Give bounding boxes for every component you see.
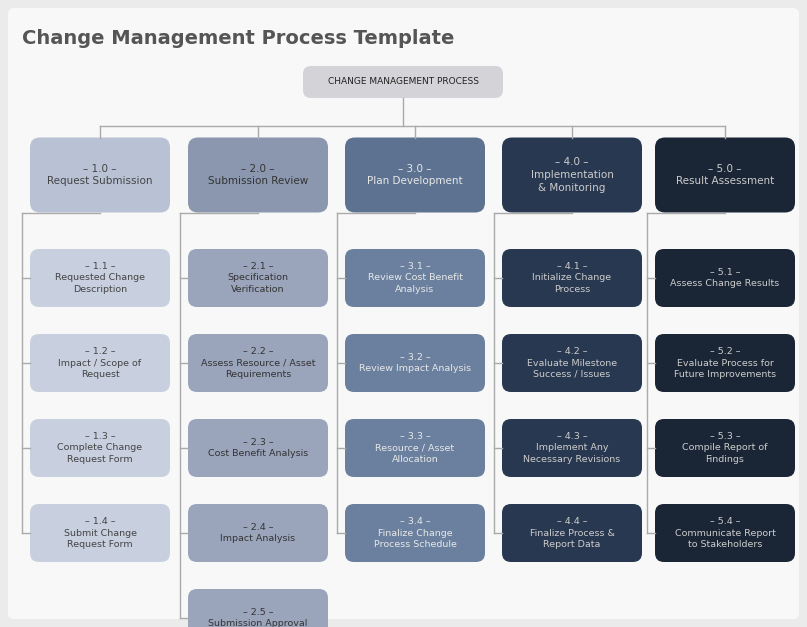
FancyBboxPatch shape (30, 137, 170, 213)
Text: – 3.1 –
Review Cost Benefit
Analysis: – 3.1 – Review Cost Benefit Analysis (367, 262, 462, 294)
FancyBboxPatch shape (502, 419, 642, 477)
FancyBboxPatch shape (502, 137, 642, 213)
FancyBboxPatch shape (188, 504, 328, 562)
Text: – 5.3 –
Compile Report of
Findings: – 5.3 – Compile Report of Findings (682, 432, 767, 464)
FancyBboxPatch shape (345, 334, 485, 392)
Text: – 4.3 –
Implement Any
Necessary Revisions: – 4.3 – Implement Any Necessary Revision… (524, 432, 621, 464)
Text: CHANGE MANAGEMENT PROCESS: CHANGE MANAGEMENT PROCESS (328, 78, 479, 87)
FancyBboxPatch shape (8, 8, 799, 619)
FancyBboxPatch shape (345, 249, 485, 307)
Text: – 2.1 –
Specification
Verification: – 2.1 – Specification Verification (228, 262, 288, 294)
FancyBboxPatch shape (345, 137, 485, 213)
Text: – 2.4 –
Impact Analysis: – 2.4 – Impact Analysis (220, 523, 295, 543)
Text: – 5.1 –
Assess Change Results: – 5.1 – Assess Change Results (671, 268, 780, 288)
FancyBboxPatch shape (188, 419, 328, 477)
Text: – 4.1 –
Initialize Change
Process: – 4.1 – Initialize Change Process (533, 262, 612, 294)
FancyBboxPatch shape (30, 419, 170, 477)
FancyBboxPatch shape (188, 589, 328, 627)
Text: – 4.0 –
Implementation
& Monitoring: – 4.0 – Implementation & Monitoring (530, 157, 613, 192)
Text: – 1.1 –
Requested Change
Description: – 1.1 – Requested Change Description (55, 262, 145, 294)
FancyBboxPatch shape (30, 249, 170, 307)
Text: – 1.0 –
Request Submission: – 1.0 – Request Submission (48, 164, 153, 186)
FancyBboxPatch shape (502, 334, 642, 392)
Text: – 1.4 –
Submit Change
Request Form: – 1.4 – Submit Change Request Form (64, 517, 136, 549)
FancyBboxPatch shape (502, 249, 642, 307)
FancyBboxPatch shape (188, 334, 328, 392)
FancyBboxPatch shape (655, 334, 795, 392)
Text: – 4.2 –
Evaluate Milestone
Success / Issues: – 4.2 – Evaluate Milestone Success / Iss… (527, 347, 617, 379)
FancyBboxPatch shape (345, 504, 485, 562)
Text: – 3.4 –
Finalize Change
Process Schedule: – 3.4 – Finalize Change Process Schedule (374, 517, 457, 549)
FancyBboxPatch shape (188, 249, 328, 307)
Text: – 2.5 –
Submission Approval: – 2.5 – Submission Approval (208, 608, 307, 627)
FancyBboxPatch shape (655, 137, 795, 213)
Text: – 2.0 –
Submission Review: – 2.0 – Submission Review (208, 164, 308, 186)
Text: – 1.2 –
Impact / Scope of
Request: – 1.2 – Impact / Scope of Request (58, 347, 141, 379)
FancyBboxPatch shape (188, 137, 328, 213)
Text: – 3.3 –
Resource / Asset
Allocation: – 3.3 – Resource / Asset Allocation (375, 432, 454, 464)
Text: Change Management Process Template: Change Management Process Template (22, 28, 454, 48)
Text: – 3.2 –
Review Impact Analysis: – 3.2 – Review Impact Analysis (359, 353, 471, 373)
FancyBboxPatch shape (655, 504, 795, 562)
FancyBboxPatch shape (30, 334, 170, 392)
FancyBboxPatch shape (345, 419, 485, 477)
Text: – 5.2 –
Evaluate Process for
Future Improvements: – 5.2 – Evaluate Process for Future Impr… (674, 347, 776, 379)
Text: – 4.4 –
Finalize Process &
Report Data: – 4.4 – Finalize Process & Report Data (529, 517, 614, 549)
FancyBboxPatch shape (655, 249, 795, 307)
Text: – 5.4 –
Communicate Report
to Stakeholders: – 5.4 – Communicate Report to Stakeholde… (675, 517, 776, 549)
FancyBboxPatch shape (303, 66, 503, 98)
FancyBboxPatch shape (30, 504, 170, 562)
Text: – 3.0 –
Plan Development: – 3.0 – Plan Development (367, 164, 462, 186)
FancyBboxPatch shape (502, 504, 642, 562)
Text: – 2.3 –
Cost Benefit Analysis: – 2.3 – Cost Benefit Analysis (208, 438, 308, 458)
Text: – 5.0 –
Result Assessment: – 5.0 – Result Assessment (676, 164, 774, 186)
Text: – 2.2 –
Assess Resource / Asset
Requirements: – 2.2 – Assess Resource / Asset Requirem… (201, 347, 316, 379)
Text: – 1.3 –
Complete Change
Request Form: – 1.3 – Complete Change Request Form (57, 432, 143, 464)
FancyBboxPatch shape (655, 419, 795, 477)
